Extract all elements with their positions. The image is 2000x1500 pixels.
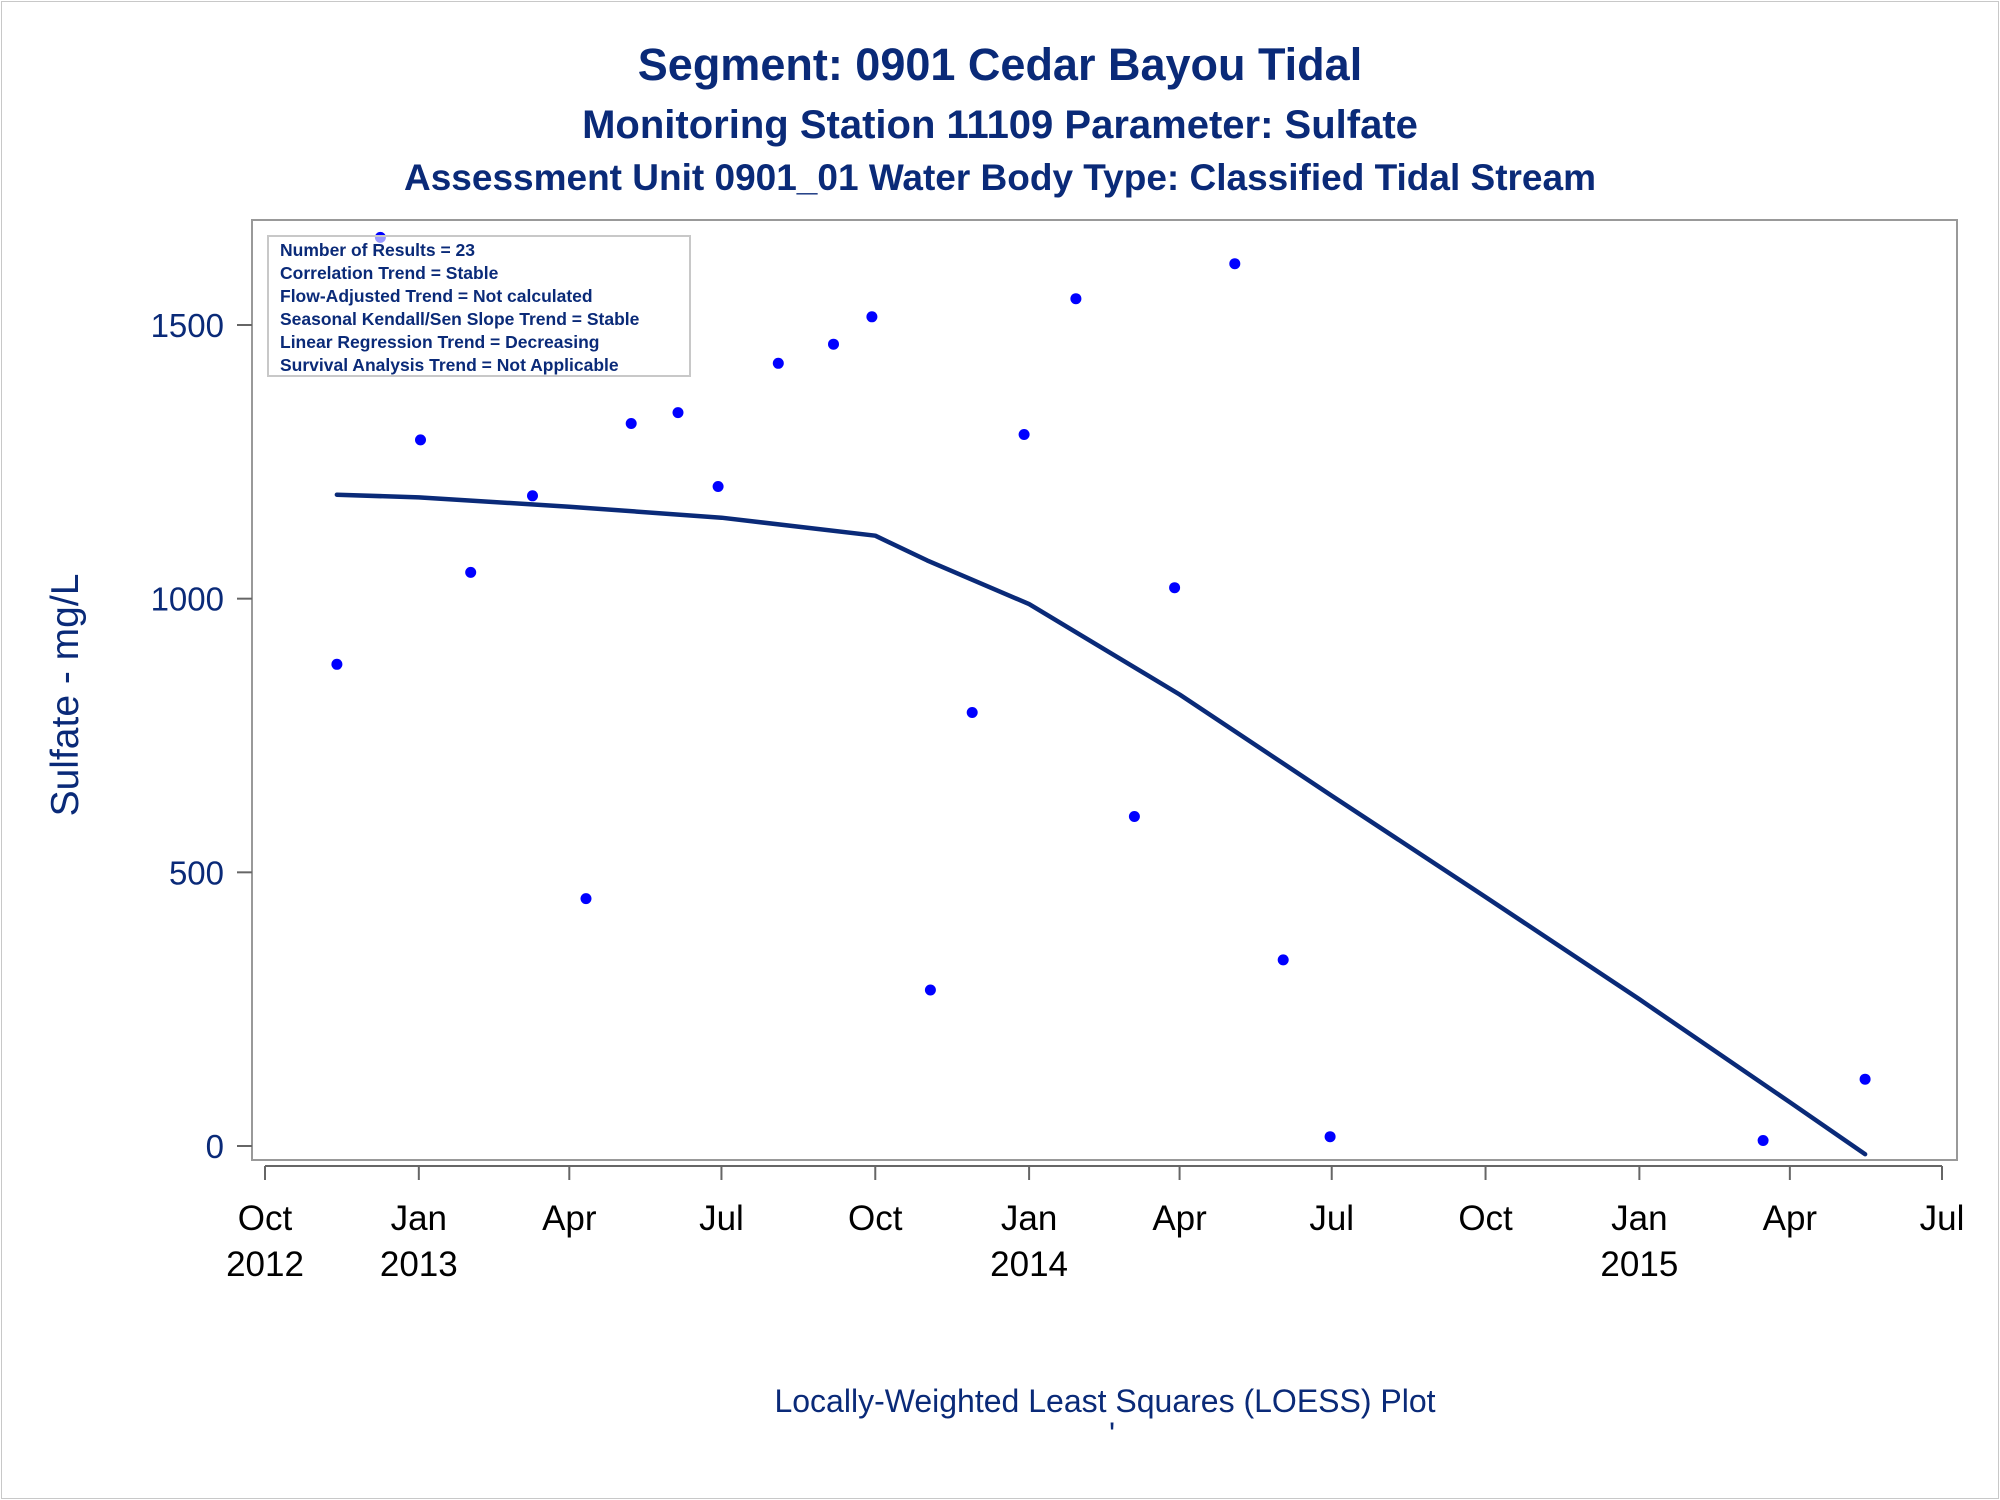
- data-point: [866, 311, 878, 323]
- data-point: [1277, 954, 1289, 966]
- x-tick-year-label: 2012: [226, 1245, 304, 1284]
- x-tick-label: Apr: [542, 1199, 597, 1238]
- loess-line: [334, 492, 1868, 1157]
- data-point: [1859, 1073, 1871, 1085]
- x-tick-label: Jul: [699, 1199, 744, 1238]
- data-point: [1757, 1135, 1769, 1146]
- loess-lines: [334, 492, 1868, 1157]
- footnote-mark: ': [1109, 1416, 1115, 1452]
- info-box-border: [267, 235, 691, 377]
- data-point: [672, 407, 684, 419]
- data-point: [580, 893, 592, 905]
- y-tick-label: 1000: [151, 581, 224, 618]
- info-line: Flow-Adjusted Trend = Not calculated: [280, 286, 593, 306]
- x-tick-label: Apr: [1152, 1199, 1207, 1238]
- y-tick-label: 500: [169, 854, 224, 891]
- data-point: [331, 658, 343, 670]
- data-point: [828, 338, 839, 350]
- data-point: [1229, 258, 1241, 270]
- info-line: Survival Analysis Trend = Not Applicable: [280, 355, 619, 375]
- x-axis: Oct 2012 Jan 2013 Apr Jul Oct Jan 2014 Apr Jul Oct J…: [226, 1165, 1965, 1284]
- trend-info-box: Number of Results = 23 Correlation Trend…: [267, 235, 691, 377]
- data-point: [966, 707, 978, 718]
- data-point: [1128, 811, 1140, 822]
- data-point: [625, 418, 637, 429]
- data-point: [1070, 293, 1082, 305]
- info-line: Number of Results = 23: [280, 240, 475, 260]
- x-tick-label: Oct: [1458, 1199, 1513, 1238]
- y-axis-label: Sulfate - mg/L: [44, 574, 87, 817]
- y-tick-label: 1500: [151, 307, 224, 344]
- info-line: Seasonal Kendall/Sen Slope Trend = Stabl…: [280, 309, 640, 329]
- chart-subtitle-2: Assessment Unit 0901_01 Water Body Type:…: [404, 157, 1596, 198]
- data-point: [415, 434, 426, 446]
- x-tick-label: Jan: [391, 1199, 447, 1238]
- chart-title: Segment: 0901 Cedar Bayou Tidal: [638, 39, 1362, 90]
- x-tick-year-label: 2014: [990, 1245, 1068, 1284]
- data-point: [1018, 429, 1030, 440]
- x-tick-year-label: 2013: [380, 1245, 458, 1284]
- data-point: [1169, 582, 1181, 594]
- x-tick-label: Apr: [1763, 1199, 1818, 1238]
- y-axis: 0 500 1000 1500: [151, 307, 252, 1165]
- x-tick-label: Oct: [238, 1199, 293, 1238]
- chart-subtitle: Monitoring Station 11109 Parameter: Sulf…: [582, 103, 1418, 147]
- x-tick-label: Oct: [848, 1199, 903, 1238]
- info-line: Correlation Trend = Stable: [280, 263, 499, 283]
- data-point: [465, 566, 477, 578]
- footnote: Locally-Weighted Least Squares (LOESS) P…: [774, 1383, 1435, 1419]
- x-tick-label: Jul: [1309, 1199, 1354, 1238]
- info-line: Linear Regression Trend = Decreasing: [280, 332, 600, 352]
- plot-area: [251, 219, 1958, 1161]
- data-point: [1324, 1131, 1336, 1143]
- x-tick-label: Jan: [1001, 1199, 1057, 1238]
- data-point: [772, 357, 784, 369]
- x-tick-year-label: 2015: [1600, 1245, 1678, 1284]
- x-tick-label: Jul: [1920, 1199, 1965, 1238]
- y-tick-label: 0: [206, 1128, 224, 1165]
- data-point: [527, 490, 538, 502]
- x-tick-label: Jan: [1611, 1199, 1667, 1238]
- data-point: [924, 984, 936, 996]
- data-point: [712, 481, 724, 492]
